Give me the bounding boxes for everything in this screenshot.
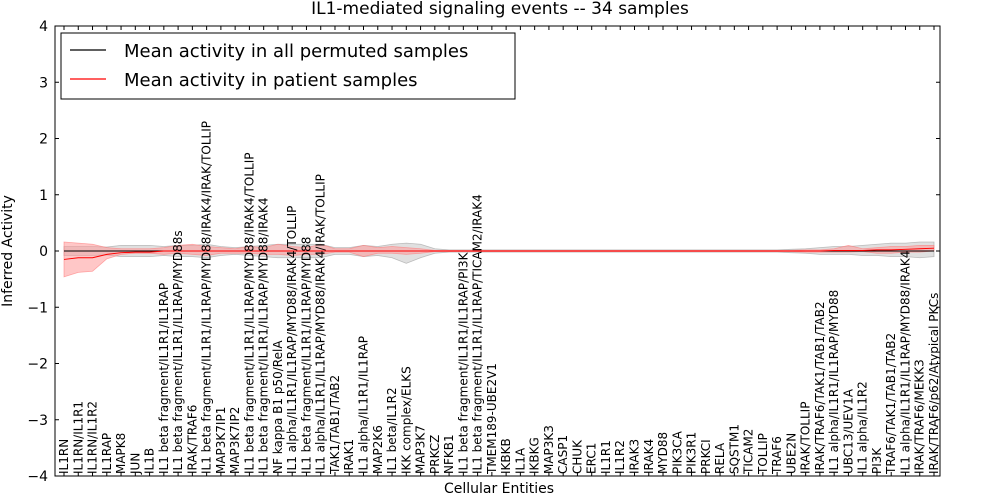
x-tick-label: IL1 beta fragment/IL1R1/IL1RAP/MYD88: [299, 237, 313, 474]
x-tick-label: CASP1: [556, 435, 570, 474]
x-tick-label: TRAF6: [770, 436, 784, 475]
x-tick-label: MAP2K6: [371, 425, 385, 474]
x-tick-label: IL1 beta fragment/IL1R1/IL1RAP: [157, 283, 171, 474]
x-tick-label: MAP3K7IP2: [228, 407, 242, 474]
y-tick-label: 4: [39, 19, 48, 35]
line-patient: [63, 247, 935, 260]
series-lines: [63, 247, 935, 260]
y-tick-label: −2: [27, 357, 48, 373]
x-tick-label: IL1A: [513, 447, 527, 474]
x-tick-label: IL1 alpha/IL1R1/IL1RAP/MYD88/IRAK4: [898, 251, 912, 474]
x-tick-label: IL1 beta fragment/IL1R1/IL1RAP/MYD88/IRA…: [242, 153, 256, 474]
x-tick-label: IL1 beta fragment/IL1R1/IL1RAP/MYD88s: [171, 230, 185, 474]
x-tick-label: IL1R1: [599, 440, 613, 474]
x-tick-label: IL1 beta fragment/IL1R1/IL1RAP/TICAM2/IR…: [471, 194, 485, 474]
x-tick-label: TAK1/TAB1/TAB2: [328, 375, 342, 475]
x-tick-label: IL1RAP: [100, 433, 114, 474]
x-tick-label: PRKCI: [699, 439, 713, 474]
y-tick-label: 3: [39, 75, 48, 91]
y-tick-label: −1: [27, 300, 48, 316]
x-tick-label: CHUK: [570, 439, 584, 474]
x-tick-label: IRAK4: [642, 439, 656, 474]
y-tick-label: −3: [27, 413, 48, 429]
x-tick-label: TRAF6/TAK1/TAB1/TAB2: [884, 333, 898, 475]
x-tick-label: NFKB1: [442, 434, 456, 474]
x-tick-label: MAP3K7IP1: [214, 407, 228, 474]
band-patient: [63, 241, 935, 278]
y-tick-label: 2: [39, 132, 48, 148]
x-tick-labels: IL1RN IL1RN/IL1R1 IL1RN/IL1R2 IL1RAP MAPK8 JU…: [57, 121, 941, 475]
legend-label-patient: Mean activity in patient samples: [124, 70, 418, 91]
x-tick-label: IRAK3: [627, 439, 641, 474]
x-tick-label: PI3K: [870, 447, 884, 474]
x-tick-label: IL1RN/IL1R2: [86, 401, 100, 474]
x-tick-label: UBE2N: [784, 433, 798, 474]
x-tick-label: IL1 beta fragment/IL1R1/IL1RAP/MYD88/IRA…: [257, 197, 271, 474]
x-tick-label: JUN: [128, 453, 142, 475]
x-tick-label: RELA: [713, 442, 727, 474]
y-tick-label: −4: [27, 469, 48, 485]
x-tick-label: TOLLIP: [756, 433, 770, 475]
x-tick-label: IL1 alpha/IL1R2: [856, 381, 870, 474]
x-tick-label: IL1 alpha/IL1R1/IL1RAP: [357, 336, 371, 474]
x-tick-label: NF kappa B1 p50/RelA: [271, 340, 285, 474]
x-tick-label: MYD88: [656, 432, 670, 474]
y-tick-label: 1: [39, 188, 48, 204]
x-tick-label: IL1B: [143, 448, 157, 474]
x-tick-label: PIK3R1: [685, 432, 699, 474]
x-tick-label: IL1 beta fragment/IL1R1/IL1RAP/PI3K: [456, 251, 470, 474]
x-tick-label: IL1RN: [57, 439, 71, 474]
y-axis-label: Inferred Activity: [0, 195, 16, 307]
x-tick-label: PRKCZ: [428, 435, 442, 474]
x-tick-label: IL1RN/IL1R1: [71, 401, 85, 474]
x-axis-label: Cellular Entities: [444, 481, 554, 497]
x-tick-label: MAP3K7: [414, 425, 428, 474]
x-tick-label: IKK complex/ELKS: [399, 366, 413, 474]
x-tick-label: UBC13/UEV1A: [841, 388, 855, 474]
x-tick-label: IKBKB: [499, 438, 513, 474]
legend: Mean activity in all permuted samples Me…: [60, 32, 516, 100]
x-axis: [63, 26, 935, 476]
x-tick-label: PIK3CA: [670, 430, 684, 474]
x-tick-label: IL1 alpha/IL1R1/IL1RAP/MYD88: [827, 290, 841, 474]
x-tick-label: TICAM2: [742, 429, 756, 475]
x-tick-label: MAP3K3: [542, 425, 556, 474]
chart-title: IL1-mediated signaling events -- 34 samp…: [311, 0, 689, 19]
x-tick-label: IRAK/TRAF6: [185, 405, 199, 474]
x-tick-label: IKBKG: [528, 437, 542, 474]
x-tick-label: IRAK/TRAF6/p62/Atypical PKCs: [927, 293, 941, 474]
x-tick-label: IL1 beta fragment/IL1R1/IL1RAP/MYD88/IRA…: [200, 121, 214, 474]
x-tick-label: IL1 beta/IL1R2: [385, 387, 399, 474]
legend-box: [60, 32, 516, 100]
x-tick-label: IL1R2: [613, 440, 627, 474]
y-tick-label: 0: [39, 244, 48, 260]
x-tick-label: SQSTM1: [727, 424, 741, 474]
x-tick-label: IRAK/TRAF6/TAK1/TAB1/TAB2: [813, 301, 827, 474]
x-tick-label: IRAK/TOLLIP: [799, 402, 813, 474]
x-tick-label: TMEM189-UBE2V1: [485, 363, 499, 475]
x-tick-label: IL1 alpha/IL1R1/IL1RAP/MYD88/IRAK4/TOLLI…: [285, 206, 299, 474]
y-axis: −4 −3 −2 −1 0 1 2 3 4: [27, 19, 940, 485]
legend-label-permuted: Mean activity in all permuted samples: [124, 41, 468, 62]
x-tick-label: ERC1: [585, 443, 599, 474]
x-tick-label: MAPK8: [114, 433, 128, 474]
x-tick-label: IRAK/TRAF6/MEKK3: [913, 359, 927, 474]
x-tick-label: IL1 alpha/IL1R1/IL1RAP/MYD88/IRAK4/IRAK/…: [314, 174, 328, 474]
confidence-bands: [63, 241, 935, 278]
x-tick-label: IRAK1: [342, 439, 356, 474]
